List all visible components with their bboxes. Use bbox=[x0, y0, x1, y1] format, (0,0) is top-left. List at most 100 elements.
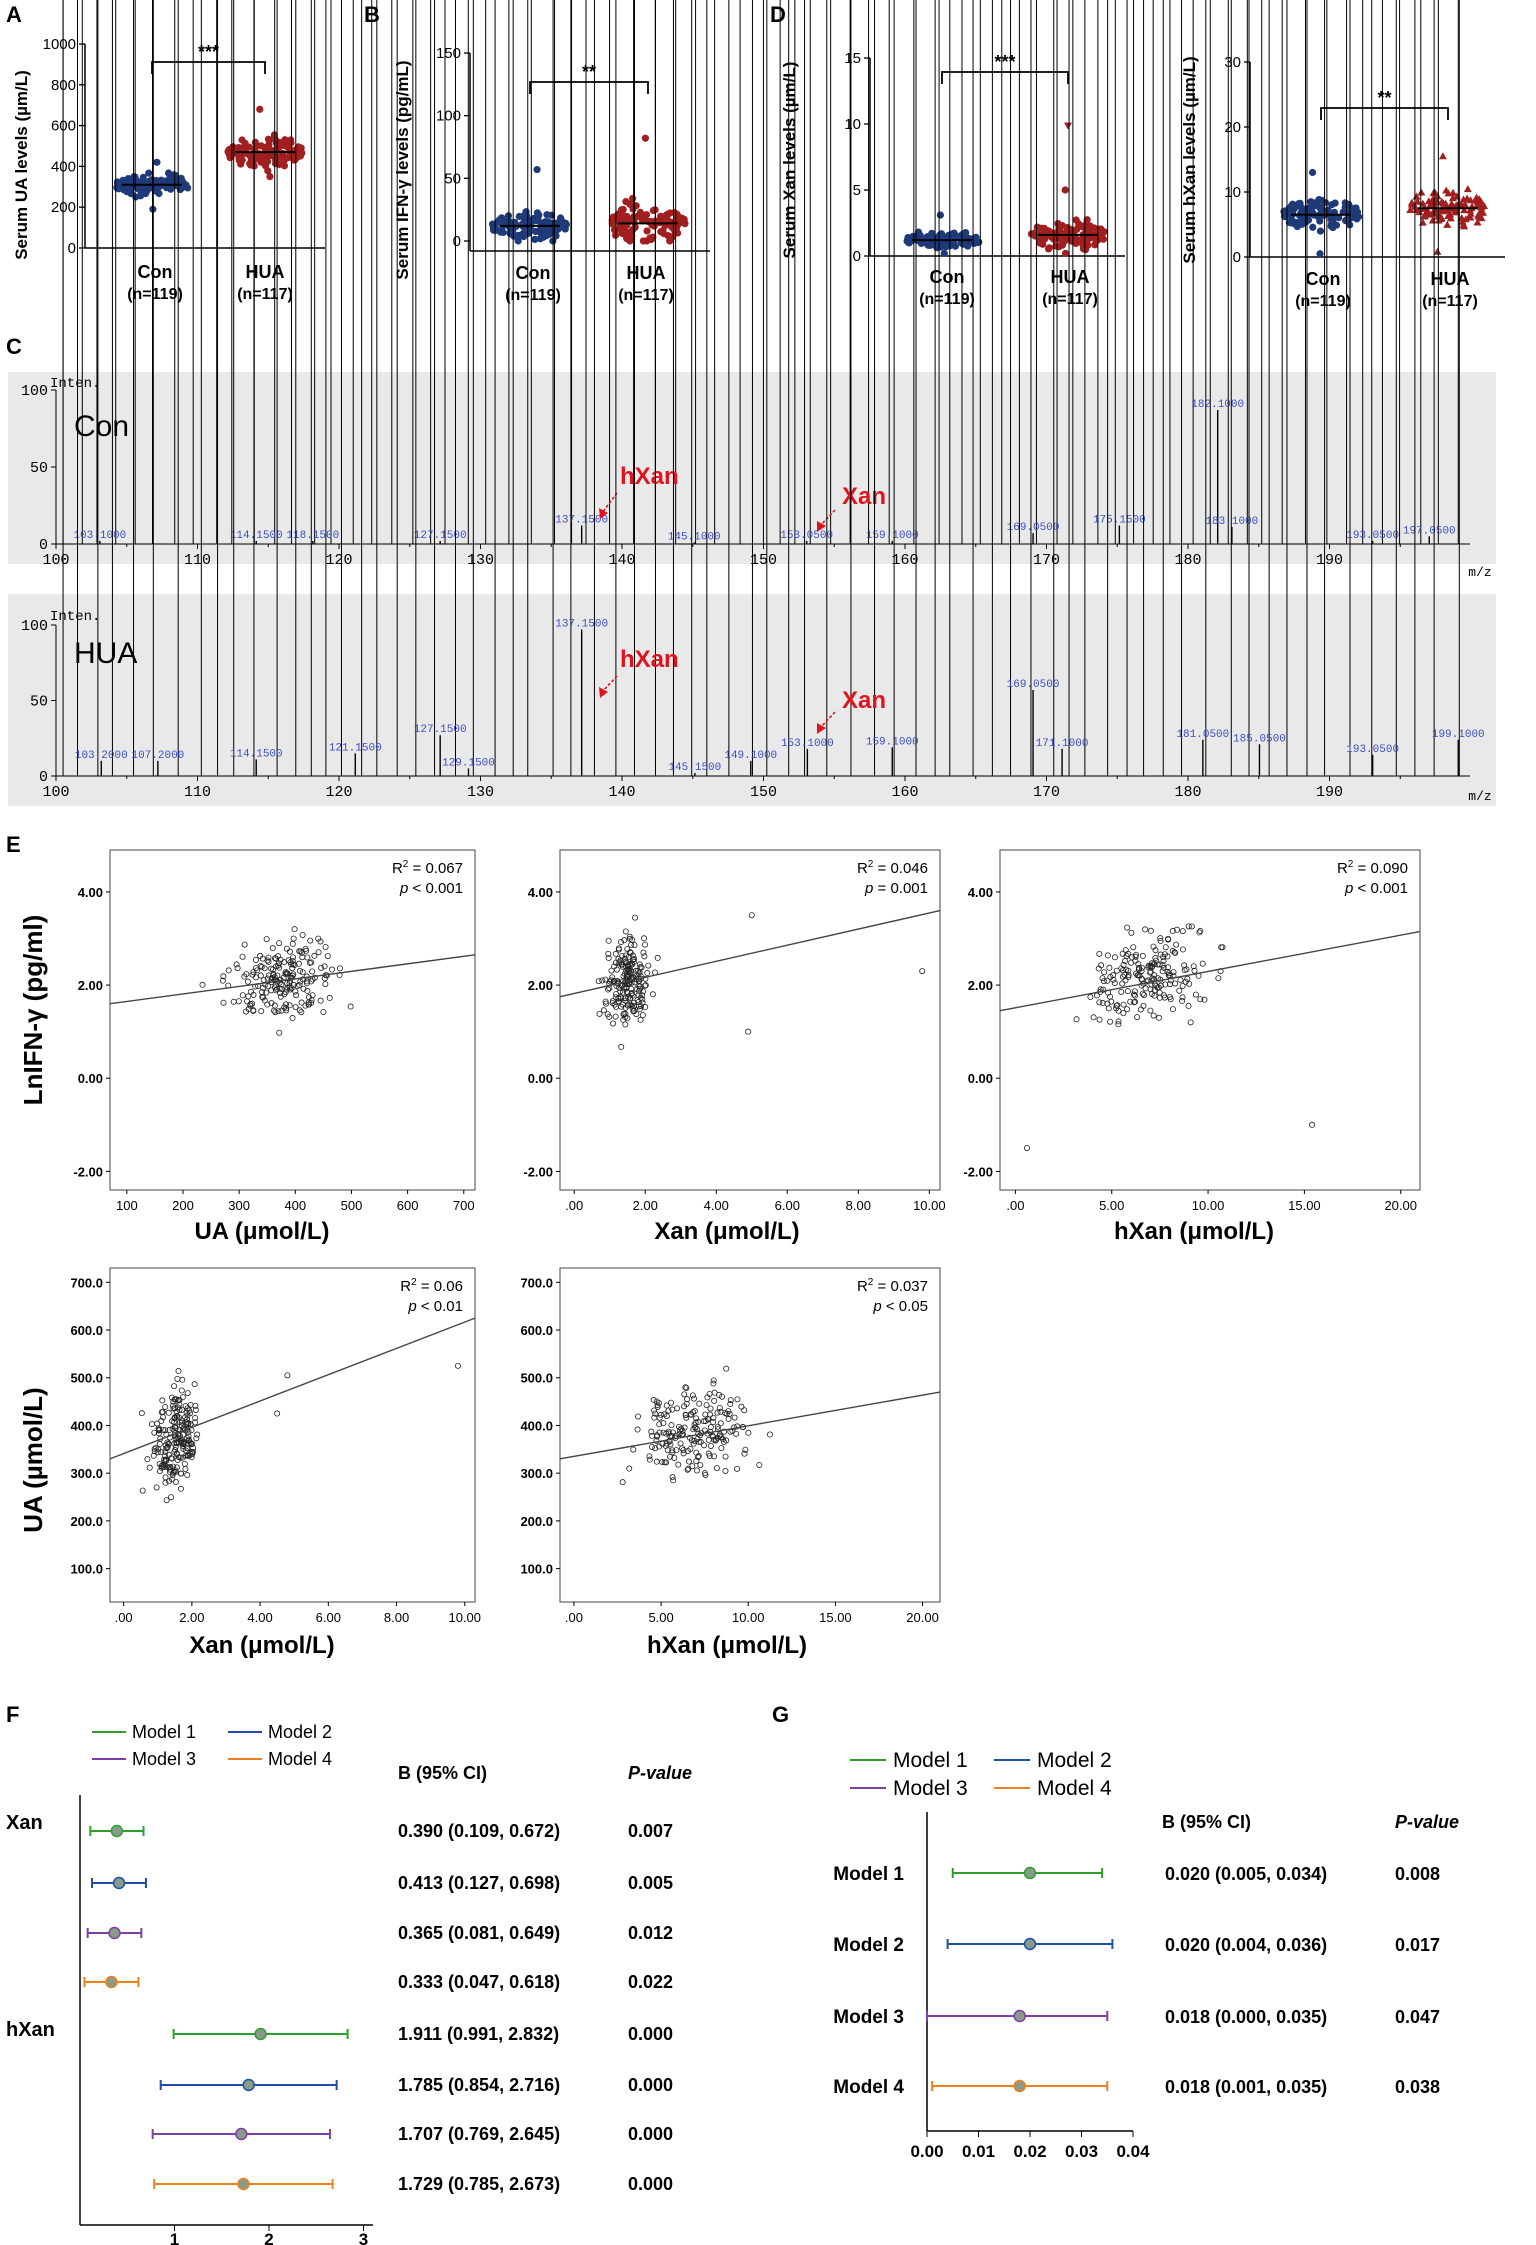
forest-g-legend: Model 1 Model 2 Model 3 Model 4 bbox=[850, 1749, 1112, 1800]
reg5-point bbox=[710, 1380, 717, 1387]
reg5-ytick-label: 300.0 bbox=[520, 1466, 553, 1481]
reg1-point bbox=[290, 935, 297, 942]
reg1-point bbox=[296, 1007, 303, 1014]
reg3-point bbox=[1179, 928, 1186, 935]
specCon-xtick-label: 180 bbox=[1174, 552, 1201, 569]
reg4-point bbox=[171, 1414, 178, 1421]
reg5-xtick-label: 5.00 bbox=[648, 1610, 673, 1625]
reg3-point bbox=[1139, 952, 1146, 959]
reg1-point bbox=[253, 964, 260, 971]
specCon-xtick-label: 160 bbox=[891, 552, 918, 569]
reg5-point bbox=[745, 1429, 752, 1436]
reg3-point bbox=[1120, 1001, 1127, 1008]
reg4-point bbox=[173, 1440, 180, 1447]
reg2-point bbox=[641, 953, 648, 960]
reg1-point bbox=[329, 966, 336, 973]
reg5-point bbox=[703, 1402, 710, 1409]
reg3-point bbox=[1160, 953, 1167, 960]
specHua-peak-label: 114.1500 bbox=[230, 748, 283, 760]
reg4-xtick-label: 2.00 bbox=[179, 1610, 204, 1625]
reg3-xtick-label: 15.00 bbox=[1288, 1198, 1321, 1213]
reg5-point bbox=[722, 1453, 729, 1460]
reg3-point bbox=[1073, 1016, 1080, 1023]
forest-f-estimate: 0.413 (0.127, 0.698) bbox=[398, 1873, 560, 1893]
panel-a-y-axis-label: Serum UA levels (µm/L) bbox=[12, 70, 31, 260]
reg5-point bbox=[718, 1434, 725, 1441]
reg5-point bbox=[719, 1393, 726, 1400]
reg3-point bbox=[1124, 1006, 1131, 1013]
panel-d-hxan-con-label: Con bbox=[1306, 269, 1341, 289]
reg1-point bbox=[258, 1008, 265, 1015]
reg4-point bbox=[182, 1403, 189, 1410]
reg2-point bbox=[612, 959, 619, 966]
dotD2-point bbox=[1441, 206, 1450, 214]
dotB-point bbox=[639, 237, 647, 245]
spectrum-con-xan-annotation: Xan bbox=[842, 483, 886, 510]
reg4-ytick-label: 200.0 bbox=[70, 1514, 103, 1529]
reg3-point bbox=[1099, 975, 1106, 982]
reg3-point bbox=[1187, 1019, 1194, 1026]
reg4-point bbox=[188, 1440, 195, 1447]
reg4-ytick-label: 700.0 bbox=[70, 1275, 103, 1290]
specCon-peak-label: 114.1500 bbox=[230, 530, 283, 542]
reg5-point bbox=[678, 1425, 685, 1432]
reg4-point bbox=[172, 1396, 179, 1403]
spectrum-con-hxan-arrowhead bbox=[599, 508, 608, 519]
reg5-point bbox=[671, 1454, 678, 1461]
reg5-point bbox=[693, 1467, 700, 1474]
panel-d-xan-y-axis-label: Serum Xan levels (µm/L) bbox=[780, 62, 799, 259]
reg3-xtick-label: 20.00 bbox=[1384, 1198, 1417, 1213]
reg4-x-axis-label: Xan (μmol/L) bbox=[189, 1632, 334, 1659]
reg4-point bbox=[158, 1418, 165, 1425]
dotB-ytick-label: 50 bbox=[444, 170, 461, 187]
reg3-point bbox=[1172, 949, 1179, 956]
specHua-peak-label: 153.1000 bbox=[781, 738, 834, 750]
reg4-point bbox=[144, 1456, 151, 1463]
dotD2-point bbox=[1423, 208, 1432, 216]
specHua-xtick-label: 140 bbox=[608, 784, 635, 801]
reg4-point bbox=[184, 1435, 191, 1442]
reg5-point bbox=[674, 1405, 681, 1412]
forest-f-row-xan: Xan bbox=[6, 1812, 43, 1834]
reg2-point bbox=[642, 982, 649, 989]
dotD2-point bbox=[1475, 195, 1484, 203]
forest-f-pvalue: 0.007 bbox=[628, 1821, 673, 1841]
reg1-point bbox=[347, 1003, 354, 1010]
reg4-point bbox=[160, 1426, 167, 1433]
reg1-point bbox=[219, 977, 226, 984]
reg4-point bbox=[185, 1453, 192, 1460]
dotD1-point bbox=[961, 239, 969, 247]
reg4-p-label: p < 0.01 bbox=[407, 1298, 463, 1315]
dotA-ytick-label: 1000 bbox=[43, 36, 76, 53]
forest-g-row-label: Model 3 bbox=[833, 2007, 904, 2028]
reg1-point bbox=[308, 959, 315, 966]
reg5-point bbox=[693, 1415, 700, 1422]
reg1-point bbox=[252, 956, 259, 963]
reg2-point bbox=[640, 988, 647, 995]
reg3-point bbox=[1107, 1018, 1114, 1025]
reg2-point bbox=[637, 1016, 644, 1023]
reg5-point bbox=[630, 1446, 637, 1453]
reg4-point bbox=[151, 1448, 158, 1455]
reg5-point bbox=[668, 1422, 675, 1429]
reg3-point bbox=[1111, 954, 1118, 961]
forest-g-row-label: Model 1 bbox=[833, 1864, 904, 1885]
reg5-point bbox=[650, 1396, 657, 1403]
reg3-point bbox=[1118, 988, 1125, 995]
specCon-peak-label: 193.0500 bbox=[1346, 530, 1399, 542]
dotD1-point bbox=[908, 235, 917, 243]
specCon-ytick-label: 0 bbox=[39, 537, 48, 554]
reg3-point bbox=[1157, 935, 1164, 942]
reg5-point bbox=[722, 1467, 729, 1474]
reg5-point bbox=[663, 1413, 670, 1420]
reg1-point bbox=[263, 936, 270, 943]
reg5-ytick-label: 500.0 bbox=[520, 1371, 553, 1386]
dotA-point bbox=[264, 167, 272, 175]
reg3-point bbox=[1159, 968, 1166, 975]
reg5-point bbox=[734, 1396, 741, 1403]
reg3-point bbox=[1115, 1021, 1122, 1028]
reg1-point bbox=[321, 975, 328, 982]
reg5-point bbox=[646, 1453, 653, 1460]
reg2-point bbox=[620, 1010, 627, 1017]
